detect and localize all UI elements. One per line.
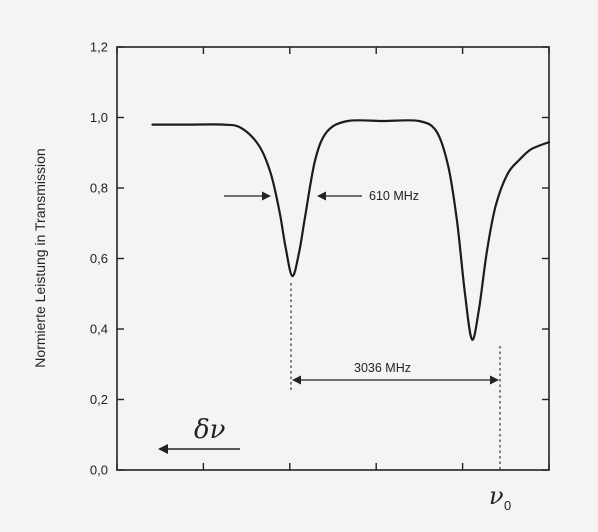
y-tick-label: 0,8 — [90, 181, 108, 196]
delta-nu-label: δν — [194, 415, 226, 445]
x-axis-ticks — [116, 47, 550, 470]
spacing-arrow-head-right — [490, 375, 499, 385]
delta-nu-annotation: δν — [158, 415, 240, 454]
delta-nu-arrow-head — [158, 444, 168, 454]
fwhm-annotation: 610 MHz — [224, 189, 419, 203]
spacing-annotation: 3036 MHz — [290, 283, 501, 470]
y-tick-label: 0,2 — [90, 392, 108, 407]
y-tick-label: 0,0 — [90, 463, 108, 478]
y-tick-label: 0,6 — [90, 251, 108, 266]
y-tick-label: 0,4 — [90, 322, 108, 337]
fwhm-arrow-left-head — [262, 191, 271, 201]
spacing-label: 3036 MHz — [354, 361, 411, 375]
series-line-transmission — [151, 119, 551, 341]
y-axis-label: Normierte Leistung in Transmission — [32, 148, 48, 367]
fwhm-arrow-right-head — [317, 191, 326, 201]
y-axis-ticks: 0,0 0,2 0,4 0,6 0,8 1,0 1,2 — [90, 40, 549, 478]
nu0-label: ν — [489, 482, 504, 510]
nu0-subscript: 0 — [504, 498, 511, 513]
y-tick-label: 1,0 — [90, 110, 108, 125]
y-tick-label: 1,2 — [90, 40, 108, 55]
spacing-arrow-head-left — [292, 375, 301, 385]
nu0-annotation: ν 0 — [489, 482, 511, 513]
fwhm-label: 610 MHz — [369, 189, 419, 203]
